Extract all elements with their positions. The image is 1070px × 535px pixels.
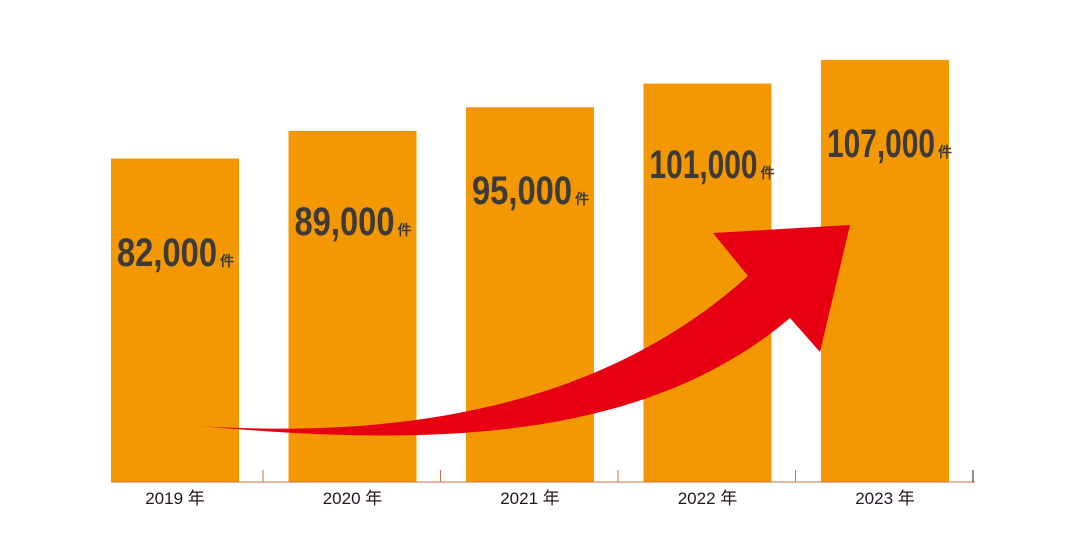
bar-value-unit: 件	[761, 165, 775, 181]
bar-value-label: 95,000	[472, 169, 572, 213]
bar-0	[111, 158, 239, 482]
x-tick-label: 2023 年	[855, 489, 915, 508]
bar-value-unit: 件	[938, 144, 952, 160]
x-axis: 2019 年 2020 年 2021 年 2022 年 2023 年	[111, 470, 975, 508]
x-tick-label: 2019 年	[145, 489, 205, 508]
x-tick-label: 2020 年	[323, 489, 383, 508]
bar-value-unit: 件	[220, 253, 234, 269]
bar-value-label: 89,000	[295, 200, 395, 244]
x-tick-label: 2021 年	[500, 489, 560, 508]
bar-value-unit: 件	[398, 222, 412, 238]
bar-4	[821, 59, 949, 483]
trend-arrow-icon	[200, 225, 850, 436]
x-tick-label: 2022 年	[678, 489, 738, 508]
bar-value-unit: 件	[575, 191, 589, 207]
bar-value-label: 82,000	[117, 231, 217, 275]
bar-value-label: 107,000	[827, 122, 935, 166]
bar-value-label: 101,000	[650, 143, 758, 187]
